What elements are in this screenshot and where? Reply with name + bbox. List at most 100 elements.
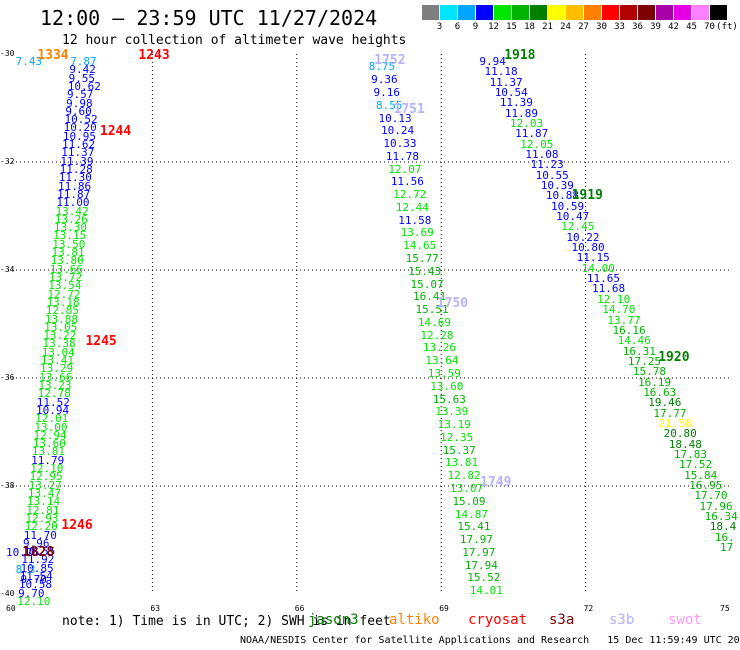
wave-height-label: 13.81: [51, 246, 85, 260]
wave-height-label: 12.78: [37, 387, 71, 401]
wave-height-label: 11.56: [390, 175, 424, 189]
scale-label: 70: [704, 22, 715, 32]
lat-tick-label: -30: [0, 49, 15, 58]
wave-height-label: 12.20: [24, 520, 58, 534]
wave-height-label: 20.80: [663, 427, 697, 441]
wave-height-label: 14.70: [602, 303, 636, 317]
wave-height-label: 13.54: [48, 279, 82, 293]
wave-height-label: 11.00: [56, 196, 90, 210]
wave-height-label: 9.42: [69, 63, 96, 77]
scale-swatch: [692, 5, 709, 20]
scale-swatch: [548, 5, 565, 20]
scale-swatch: [656, 5, 673, 20]
wave-height-label: 13.23: [38, 379, 72, 392]
wave-height-label: 12.05: [520, 137, 554, 151]
wave-height-label: 11.23: [530, 158, 564, 172]
wave-height-label: 12.82: [447, 469, 481, 483]
lon-tick-label: 63: [150, 604, 161, 613]
wave-height-label: 13.22: [43, 329, 77, 343]
pass-number-label: 1244: [99, 123, 132, 139]
wave-height-label: 13.64: [425, 354, 459, 368]
wave-height-label: 10.24: [380, 124, 415, 138]
wave-height-label: 11.18: [484, 65, 518, 79]
wave-height-label: 13.26: [422, 341, 456, 355]
wave-height-label: 16.34: [704, 509, 738, 523]
wave-height-label: 17.97: [462, 545, 496, 559]
wave-height-label: 12.10: [30, 462, 64, 476]
wave-height-label: 16.: [714, 530, 735, 544]
wave-height-label: 9.70: [20, 573, 47, 587]
wave-height-label: 11.65: [586, 272, 620, 286]
wave-height-label: 7.43: [15, 55, 43, 68]
pass-number-label: 1919: [571, 188, 603, 204]
wave-height-label: 13.38: [42, 337, 76, 351]
wave-height-label: 10.80: [571, 241, 605, 255]
wave-height-label: 13.41: [40, 354, 74, 368]
wave-height-label: 14.46: [617, 334, 651, 348]
wave-height-label: 13.66: [49, 262, 83, 276]
wave-height-label: 11.86: [57, 179, 92, 193]
wave-height-label: 13.15: [53, 229, 87, 243]
wave-height-label: 15.63: [432, 392, 466, 406]
wave-height-label: 17.52: [679, 458, 713, 472]
legend-item-swot: swot: [668, 612, 702, 628]
scale-label: 42: [668, 22, 679, 32]
wave-height-label: 11.70: [23, 528, 57, 542]
wave-height-label: 13.00: [34, 420, 68, 434]
wave-height-label: 17.83: [673, 447, 708, 461]
wave-height-label: 11.79: [31, 453, 65, 467]
lon-tick-label: 75: [720, 604, 730, 613]
scale-swatch: [422, 5, 439, 20]
scale-label: 9: [472, 22, 479, 32]
wave-height-label: 12.85: [45, 304, 79, 318]
wave-height-label: 11.15: [576, 251, 610, 265]
wave-height-label: 17.70: [694, 489, 728, 503]
lat-lon-grid: [8, 54, 730, 594]
wave-height-label: 15.43: [408, 264, 442, 278]
wave-height-label: 13.47: [27, 487, 61, 500]
scale-swatch: [566, 5, 583, 20]
lat-tick-label: -36: [0, 373, 15, 382]
scale-label: 45: [686, 22, 697, 32]
wave-height-label: 17.77: [653, 406, 687, 420]
wave-height-label: 13.07: [449, 481, 484, 495]
scale-label: 18: [524, 22, 535, 32]
wave-height-label: 18.4: [709, 520, 737, 534]
pass-number-label: 1334: [37, 48, 69, 63]
wave-height-label: 10.55: [535, 168, 569, 182]
scale-label: 27: [578, 22, 589, 32]
wave-height-label: 10.62: [67, 79, 101, 93]
wave-height-label: 12.44: [395, 200, 429, 214]
wave-height-label: 9.96: [22, 536, 50, 550]
footnote: note: 1) Time is in UTC; 2) SWH is in fe…: [62, 614, 391, 629]
scale-unit: (ft): [716, 22, 738, 32]
wave-height-label: 15.37: [442, 443, 476, 457]
scale-swatch: [602, 5, 619, 20]
lon-tick-label: 72: [583, 604, 594, 613]
scale-swatch: [440, 5, 457, 20]
wave-height-label: 10.76: [6, 546, 40, 560]
wave-height-label: 10.88: [545, 189, 580, 203]
wave-height-label: 11.87: [515, 127, 549, 141]
wave-height-label: 16.95: [689, 478, 723, 492]
scale-swatch: [674, 5, 691, 20]
wave-height-label: 16.63: [643, 385, 677, 399]
scale-swatch: [530, 5, 547, 20]
wave-height-label: 12.94: [33, 428, 67, 442]
map-title: 12:00 – 23:59 UTC 11/27/2024: [40, 6, 378, 30]
wave-height-label: 13.60: [430, 379, 464, 393]
wave-height-label: 10.58: [18, 578, 52, 592]
wave-height-label: 13.72: [49, 271, 83, 284]
scale-label: 21: [542, 22, 553, 32]
legend-item-jason3: jason3: [308, 612, 359, 628]
wave-height-label: 10.59: [551, 199, 585, 213]
wave-height-label: 13.05: [44, 320, 78, 334]
pass-number-label: 1918: [504, 48, 536, 63]
wave-height-label: 9.60: [65, 104, 92, 118]
wave-height-label: 13.81: [31, 445, 66, 459]
wave-height-label: 16.31: [622, 344, 656, 358]
wave-height-label: 13.60: [32, 437, 66, 451]
scale-label: 12: [488, 22, 499, 32]
pass-number-label: 1828: [22, 544, 55, 560]
